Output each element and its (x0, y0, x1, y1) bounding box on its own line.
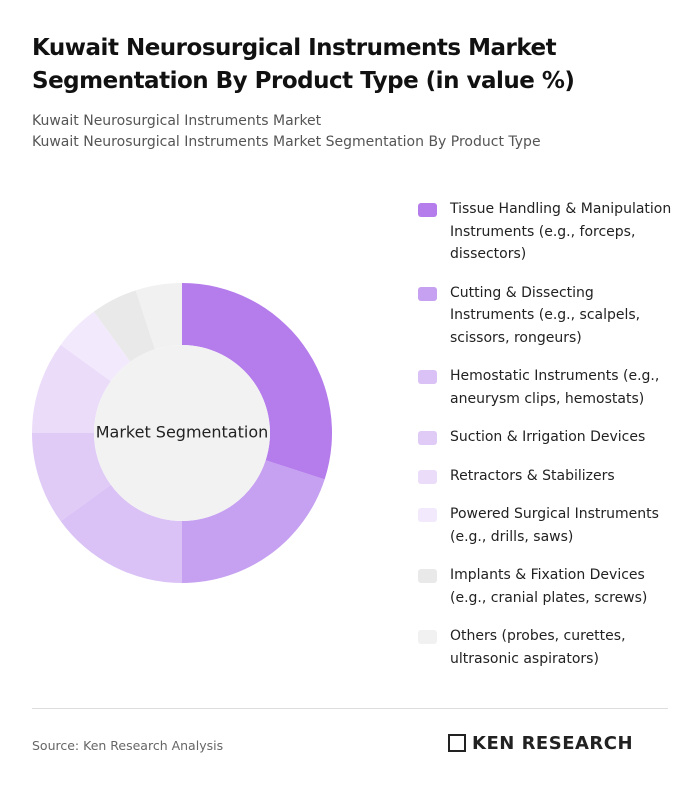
donut-slice (60, 484, 183, 583)
donut-slice (32, 344, 111, 433)
donut-slice (60, 311, 131, 382)
donut-slice (182, 460, 325, 583)
legend-swatch (418, 630, 437, 644)
legend-label: Powered Surgical Instruments (e.g., dril… (450, 506, 659, 545)
subtitle: Kuwait Neurosurgical Instruments Market (32, 113, 322, 129)
donut-slice (32, 433, 111, 522)
legend-label: Suction & Irrigation Devices (450, 429, 646, 445)
legend-swatch (418, 569, 437, 583)
legend-swatch (418, 469, 437, 484)
legend-label: Tissue Handling & Manipulation Instrumen… (450, 201, 672, 262)
center-label: Market Segmentation (96, 423, 269, 442)
legend-item: Cutting & Dissecting Instruments (e.g., … (418, 282, 678, 350)
legend-swatch (418, 431, 437, 445)
divider (32, 708, 668, 709)
legend-item: Powered Surgical Instruments (e.g., dril… (418, 503, 678, 548)
legend-item: Others (probes, curettes, ultrasonic asp… (418, 625, 678, 670)
legend-label: Implants & Fixation Devices (e.g., crani… (450, 567, 648, 606)
brand-logo: KEN RESEARCH (448, 733, 633, 754)
donut-chart: Market Segmentation (32, 283, 332, 583)
donut-hole (94, 345, 270, 521)
legend-swatch (418, 286, 437, 301)
legend-item: Implants & Fixation Devices (e.g., crani… (418, 564, 678, 609)
legend-label: Retractors & Stabilizers (450, 467, 615, 484)
brand-name: KEN RESEARCH (472, 733, 634, 754)
legend-item: Hemostatic Instruments (e.g., aneurysm c… (418, 365, 678, 410)
legend-swatch (418, 508, 437, 522)
legend: Tissue Handling & Manipulation Instrumen… (418, 198, 678, 686)
legend-label: Hemostatic Instruments (e.g., aneurysm c… (450, 368, 660, 407)
legend-item: Tissue Handling & Manipulation Instrumen… (418, 198, 678, 266)
chart-title: Kuwait Neurosurgical Instruments Market … (32, 35, 575, 94)
donut-slice (135, 283, 182, 350)
donut-slice (182, 283, 332, 480)
source: Source: Ken Research Analysis (32, 738, 224, 753)
donut-slice (93, 290, 155, 362)
legend-label: Cutting & Dissecting Instruments (e.g., … (450, 284, 641, 346)
legend-label: Others (probes, curettes, ultrasonic asp… (450, 628, 626, 667)
legend-swatch (418, 203, 437, 217)
subtitle: Kuwait Neurosurgical Instruments Market … (32, 134, 541, 150)
legend-swatch (418, 370, 437, 384)
legend-item: Retractors & Stabilizers (418, 465, 678, 488)
legend-item: Suction & Irrigation Devices (418, 426, 678, 449)
